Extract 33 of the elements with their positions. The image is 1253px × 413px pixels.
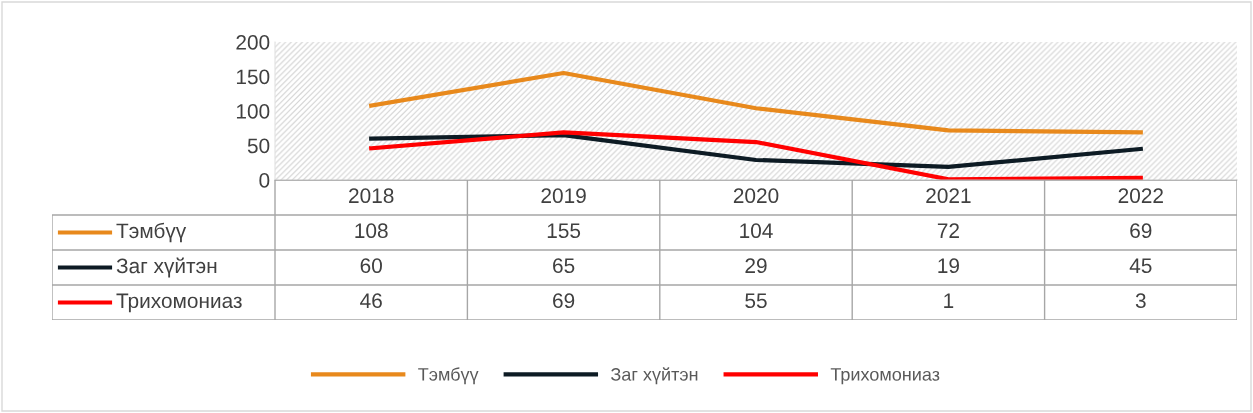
data-label: 65 <box>553 258 575 274</box>
y-tick-label: 200 <box>236 35 270 50</box>
data-label: 45 <box>1129 258 1152 274</box>
y-tick-label: 100 <box>236 104 270 119</box>
text: Трихомониаз <box>830 368 940 385</box>
data-label: 69 <box>1130 223 1152 239</box>
x-tick-label: 2018 <box>349 188 394 204</box>
data-label: 1 <box>944 293 954 308</box>
legend-label: Трихомониаз <box>116 293 242 313</box>
line-series <box>369 70 1143 135</box>
data-label: 46 <box>360 293 382 309</box>
text: Заг хүйтэн <box>610 367 698 385</box>
data-label: 19 <box>938 258 959 274</box>
data-label: 108 <box>355 223 388 239</box>
legend-label: Заг хүйтэн <box>116 257 217 278</box>
x-tick-label: 2020 <box>733 188 779 204</box>
data-label: 60 <box>360 258 382 274</box>
y-tick-label: 0 <box>259 173 270 188</box>
x-tick-label: 2021 <box>926 188 971 204</box>
legend-label: Тэмбүү <box>116 222 187 243</box>
text: Тэмбүү <box>418 367 479 385</box>
x-tick-label: 2019 <box>541 188 586 204</box>
y-tick-label: 150 <box>236 69 270 85</box>
data-label: 3 <box>1135 293 1146 309</box>
line-series <box>369 130 1143 180</box>
data-label: 155 <box>547 223 581 239</box>
data-label: 72 <box>937 223 959 238</box>
data-label: 104 <box>740 223 773 239</box>
data-label: 69 <box>553 293 575 309</box>
data-label: 55 <box>745 293 767 309</box>
y-tick-label: 50 <box>247 138 270 154</box>
x-tick-label: 2022 <box>1118 188 1163 204</box>
data-label: 29 <box>745 258 767 274</box>
